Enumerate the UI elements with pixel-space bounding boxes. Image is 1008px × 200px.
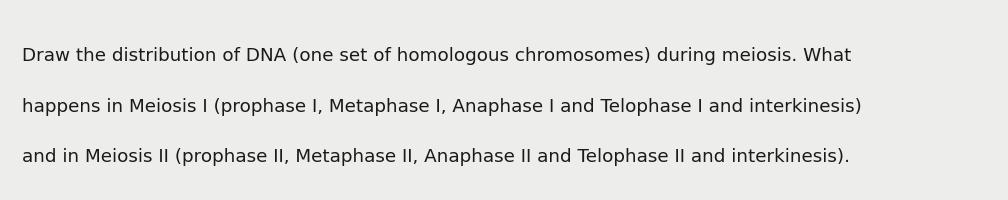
- Text: Draw the distribution of DNA (one set of homologous chromosomes) during meiosis.: Draw the distribution of DNA (one set of…: [22, 47, 852, 65]
- Text: and in Meiosis II (prophase II, Metaphase II, Anaphase II and Telophase II and i: and in Meiosis II (prophase II, Metaphas…: [22, 147, 850, 165]
- Text: happens in Meiosis I (prophase I, Metaphase I, Anaphase I and Telophase I and in: happens in Meiosis I (prophase I, Metaph…: [22, 97, 862, 115]
